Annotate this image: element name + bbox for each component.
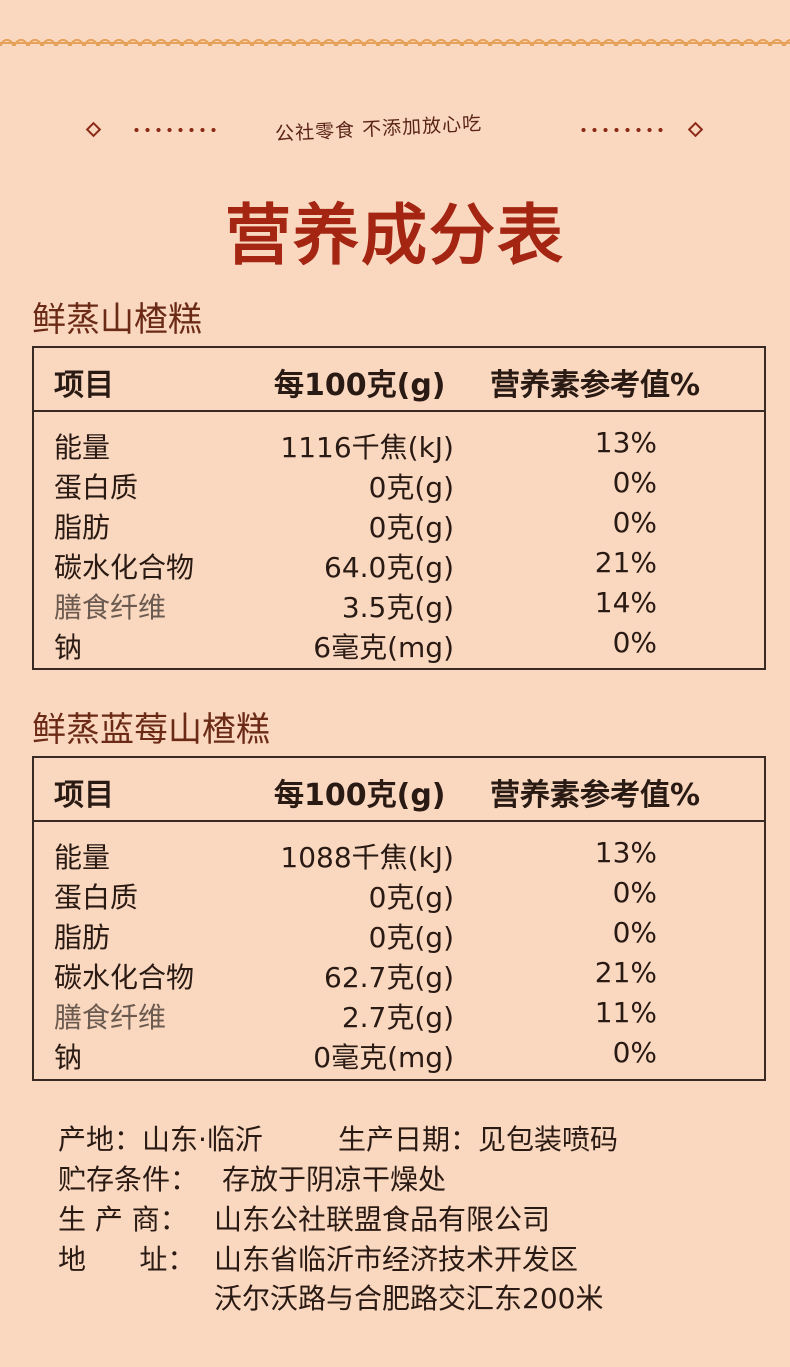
nutrition-table-2: 项目 每100克(g) 营养素参考值% 能量 1088千焦(kJ) 13% 蛋白… <box>32 756 766 1081</box>
table-row: 碳水化合物 64.0克(g) 21% <box>34 544 764 584</box>
table-row: 脂肪 0克(g) 0% <box>34 504 764 544</box>
diamond-icon <box>687 121 704 138</box>
table-row: 膳食纤维 2.7克(g) 11% <box>34 994 764 1034</box>
row-item: 脂肪 <box>54 511 111 544</box>
table-row: 碳水化合物 62.7克(g) 21% <box>34 954 764 994</box>
row-item: 碳水化合物 <box>54 551 195 584</box>
nutrition-table-1: 项目 每100克(g) 营养素参考值% 能量 1116千焦(kJ) 13% 蛋白… <box>32 346 766 670</box>
storage-value: 存放于阴凉干燥处 <box>222 1163 447 1196</box>
header-item: 项目 <box>54 778 114 813</box>
row-nrv: 21% <box>594 546 657 579</box>
header-nrv: 营养素参考值% <box>490 778 701 813</box>
row-nrv: 11% <box>594 996 657 1029</box>
address-line-2: 沃尔沃路与合肥路交汇东200米 <box>214 1282 604 1315</box>
decorative-top-border <box>0 32 790 46</box>
row-nrv: 0% <box>612 1036 657 1069</box>
table-row: 钠 6毫克(mg) 0% <box>34 624 764 664</box>
dotted-line <box>131 127 217 132</box>
row-amount: 0克(g) <box>368 471 454 504</box>
row-nrv: 0% <box>612 876 657 909</box>
row-item: 钠 <box>54 1041 83 1074</box>
address-label: 地 址： <box>58 1243 196 1276</box>
table-row: 膳食纤维 3.5克(g) 14% <box>34 584 764 624</box>
row-nrv: 0% <box>612 466 657 499</box>
row-amount: 62.7克(g) <box>324 961 454 994</box>
right-ornament <box>578 121 704 138</box>
table-header: 项目 每100克(g) 营养素参考值% <box>34 758 764 822</box>
row-nrv: 13% <box>594 426 657 459</box>
row-item: 脂肪 <box>54 921 111 954</box>
table-row: 钠 0毫克(mg) 0% <box>34 1034 764 1074</box>
storage-label: 贮存条件： <box>58 1163 199 1196</box>
row-amount: 0克(g) <box>368 881 454 914</box>
maker-label: 生 产 商： <box>58 1203 188 1236</box>
row-item: 能量 <box>54 841 111 874</box>
header-per-100g: 每100克(g) <box>274 778 446 813</box>
row-nrv: 14% <box>594 586 657 619</box>
row-item: 蛋白质 <box>54 471 139 504</box>
row-amount: 0克(g) <box>368 511 454 544</box>
table-row: 能量 1116千焦(kJ) 13% <box>34 424 764 464</box>
address-line-1: 山东省临沂市经济技术开发区 <box>214 1243 579 1276</box>
row-amount: 64.0克(g) <box>324 551 454 584</box>
table-row: 蛋白质 0克(g) 0% <box>34 464 764 504</box>
row-amount: 3.5克(g) <box>341 591 454 624</box>
header-item: 项目 <box>54 368 114 403</box>
page-title: 营养成分表 <box>225 197 565 274</box>
table-row: 能量 1088千焦(kJ) 13% <box>34 834 764 874</box>
row-amount: 1116千焦(kJ) <box>280 431 454 464</box>
dotted-line <box>578 127 664 132</box>
row-item: 碳水化合物 <box>54 961 195 994</box>
table-row: 蛋白质 0克(g) 0% <box>34 874 764 914</box>
header-nrv: 营养素参考值% <box>490 368 701 403</box>
row-nrv: 0% <box>612 626 657 659</box>
row-amount: 6毫克(mg) <box>313 631 454 664</box>
row-nrv: 13% <box>594 836 657 869</box>
production-date: 生产日期：见包装喷码 <box>338 1123 619 1156</box>
row-item: 蛋白质 <box>54 881 139 914</box>
product-name-1: 鲜蒸山楂糕 <box>32 300 202 340</box>
maker-value: 山东公社联盟食品有限公司 <box>214 1203 551 1236</box>
origin: 产地：山东·临沂 <box>58 1123 263 1156</box>
row-nrv: 0% <box>612 916 657 949</box>
table-row: 脂肪 0克(g) 0% <box>34 914 764 954</box>
row-item: 膳食纤维 <box>54 591 167 624</box>
row-item: 能量 <box>54 431 111 464</box>
row-amount: 2.7克(g) <box>341 1001 454 1034</box>
row-item: 钠 <box>54 631 83 664</box>
slogan: 公社零食 不添加放心吃 <box>274 112 483 146</box>
product-name-2: 鲜蒸蓝莓山楂糕 <box>32 710 270 750</box>
left-ornament <box>85 121 217 138</box>
table-header: 项目 每100克(g) 营养素参考值% <box>34 348 764 412</box>
row-nrv: 0% <box>612 506 657 539</box>
row-item: 膳食纤维 <box>54 1001 167 1034</box>
header-per-100g: 每100克(g) <box>274 368 446 403</box>
row-amount: 1088千焦(kJ) <box>280 841 454 874</box>
diamond-icon <box>85 121 102 138</box>
row-amount: 0毫克(mg) <box>313 1041 454 1074</box>
row-amount: 0克(g) <box>368 921 454 954</box>
row-nrv: 21% <box>594 956 657 989</box>
slogan-row: 公社零食 不添加放心吃 <box>0 108 790 158</box>
